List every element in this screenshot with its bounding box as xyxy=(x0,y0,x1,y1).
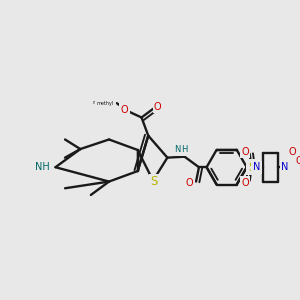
Text: O: O xyxy=(241,147,249,157)
Text: O: O xyxy=(289,147,296,157)
Text: S: S xyxy=(248,161,255,174)
Text: methyl: methyl xyxy=(93,100,115,105)
Text: O: O xyxy=(241,178,249,188)
Text: methyl: methyl xyxy=(97,100,114,106)
Text: N: N xyxy=(253,162,260,172)
Text: H: H xyxy=(182,146,188,154)
Text: O: O xyxy=(186,178,193,188)
Text: O: O xyxy=(296,157,300,166)
Text: O: O xyxy=(121,105,128,115)
Text: N: N xyxy=(281,162,289,172)
Text: O: O xyxy=(154,102,162,112)
Text: S: S xyxy=(150,175,158,188)
Text: N: N xyxy=(174,146,181,154)
Text: NH: NH xyxy=(35,162,50,172)
